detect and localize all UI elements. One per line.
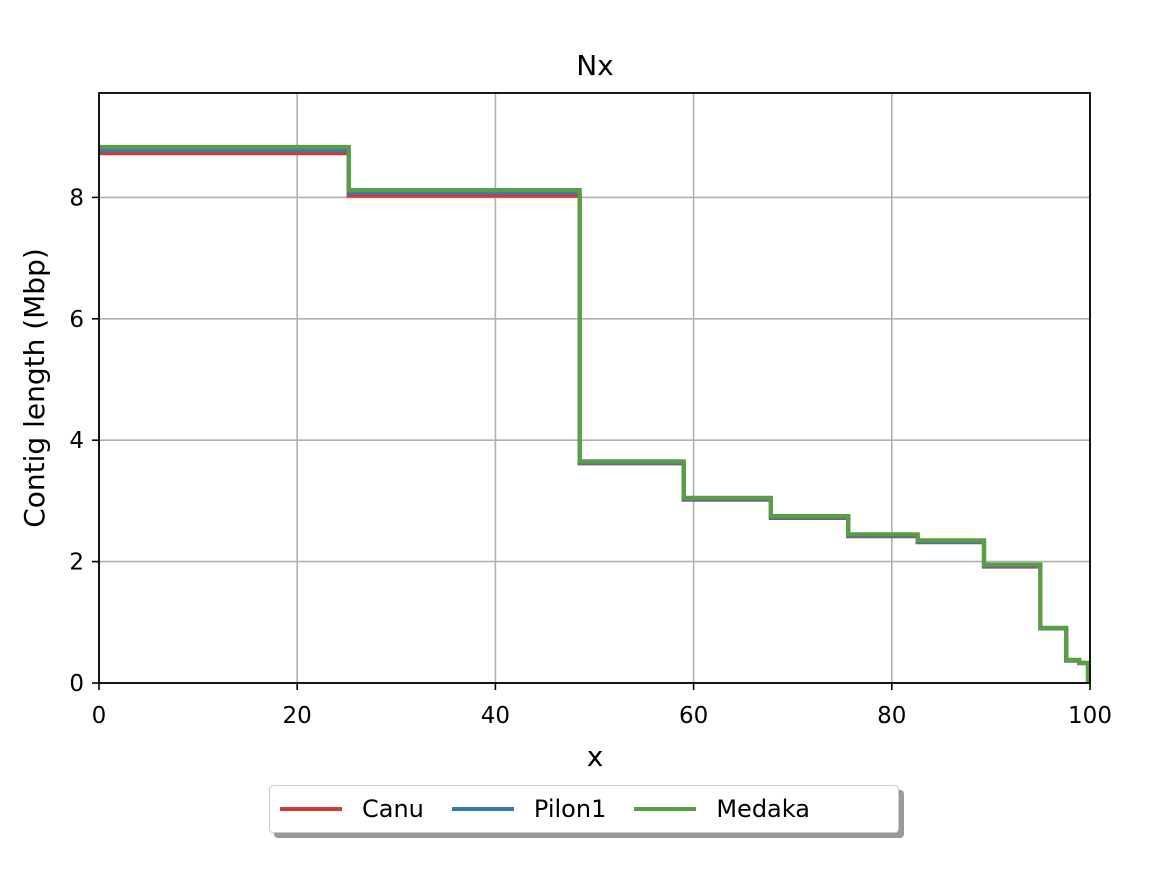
x-tick-label: 80: [877, 703, 906, 729]
legend-label-canu: Canu: [362, 795, 424, 823]
grid: [98, 93, 1091, 684]
x-tick-label: 60: [679, 703, 708, 729]
y-axis-label: Contig length (Mbp): [18, 248, 51, 528]
axis-ticks: 0 20 40 60 80 100 0 2 4 6 8: [69, 185, 1112, 729]
series-line-medaka: [99, 144, 1091, 683]
legend-label-medaka: Medaka: [716, 795, 810, 823]
y-tick-label: 6: [69, 307, 84, 333]
series-line-pilon1: [99, 148, 1091, 683]
y-tick-label: 8: [69, 185, 84, 211]
y-tick-label: 0: [69, 671, 84, 697]
plot-frame: [98, 92, 1091, 684]
legend-swatch-canu: [280, 807, 342, 811]
legend-item-canu: Canu: [280, 795, 424, 823]
series-lines: [99, 144, 1091, 683]
x-tick-label: 40: [481, 703, 510, 729]
legend-swatch-pilon1: [451, 807, 514, 811]
x-tick-label: 20: [283, 703, 312, 729]
x-axis-label: x: [587, 740, 604, 773]
legend: Canu Pilon1 Medaka: [269, 785, 899, 833]
chart-title: Nx: [576, 49, 614, 82]
y-tick-label: 4: [69, 428, 84, 454]
legend-label-pilon1: Pilon1: [533, 795, 607, 823]
legend-item-pilon1: Pilon1: [451, 795, 607, 823]
x-tick-label: 100: [1068, 703, 1112, 729]
legend-swatch-medaka: [634, 807, 697, 811]
x-tick-label: 0: [92, 703, 107, 729]
legend-item-medaka: Medaka: [634, 795, 810, 823]
series-line-canu: [99, 151, 1091, 683]
y-tick-label: 2: [69, 550, 84, 576]
